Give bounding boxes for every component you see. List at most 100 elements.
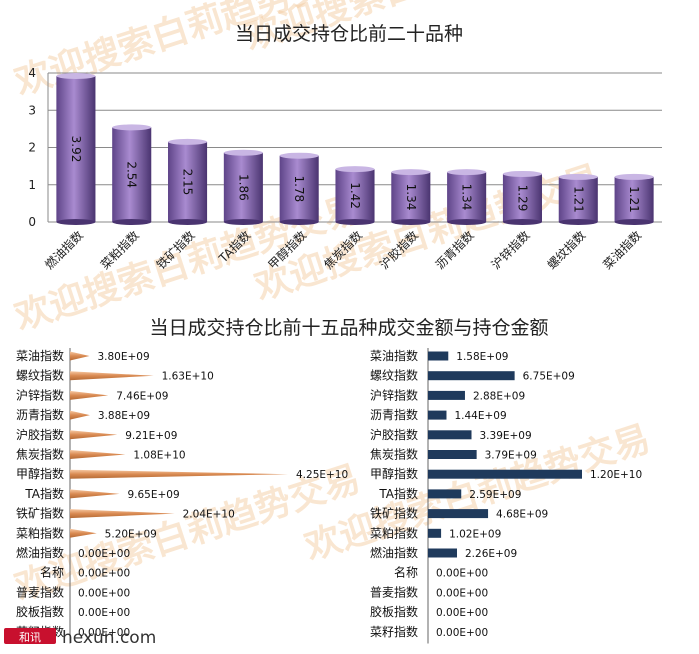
category-label: 燃油指数	[370, 545, 418, 560]
bar-base	[168, 219, 208, 225]
bar-value-label: 7.46E+09	[116, 390, 168, 402]
category-label: 铁矿指数	[16, 506, 64, 521]
bar	[428, 410, 447, 420]
x-tick-label: 菜油指数	[600, 228, 645, 273]
hexun-logo: 和讯 hexun.com	[4, 628, 156, 648]
bar-value-label: 2.04E+10	[183, 509, 235, 521]
bar	[70, 489, 120, 499]
bar	[70, 390, 109, 400]
bar-value-label: 4.68E+09	[496, 509, 548, 521]
category-label: 沪胶指数	[370, 427, 418, 442]
bar-value-label: 0.00E+00	[436, 627, 488, 639]
bar	[447, 172, 487, 222]
bar-cap	[447, 169, 487, 176]
bar	[614, 176, 654, 222]
bar-value-label: 9.21E+09	[125, 430, 177, 442]
bar	[391, 172, 431, 222]
bar-value-label: 0.00E+00	[436, 587, 488, 599]
category-label: 胶板指数	[370, 604, 418, 619]
category-label: 燃油指数	[16, 545, 64, 560]
bar-base	[112, 219, 152, 225]
bar-cap	[391, 169, 431, 176]
x-tick-label: 燃油指数	[41, 228, 86, 273]
category-label: 沥青指数	[16, 407, 64, 422]
bar-cap	[168, 138, 208, 145]
category-label: 沪锌指数	[16, 387, 64, 402]
bar-value-label: 1.29	[515, 185, 529, 212]
bar-value-label: 1.21	[627, 186, 641, 213]
bar-base	[614, 219, 654, 225]
bar	[428, 528, 442, 538]
category-label: 胶板指数	[16, 604, 64, 619]
bar-value-label: 2.26E+09	[465, 548, 517, 560]
category-label: 螺纹指数	[16, 368, 64, 383]
bar-cap	[614, 173, 654, 180]
watermark-layer: 欢迎搜索白莉趋势交易欢迎搜索白莉趋势交易欢迎搜索白莉趋势交易欢迎搜索白莉趋势交易…	[9, 0, 655, 609]
category-label: 菜粕指数	[370, 525, 418, 540]
bar	[70, 351, 90, 361]
category-label: 铁矿指数	[370, 506, 418, 521]
bar-value-label: 2.54	[125, 161, 139, 188]
bar-value-label: 3.92	[69, 136, 83, 163]
bar-value-label: 1.63E+10	[162, 371, 214, 383]
bar-base	[447, 219, 487, 225]
bar	[70, 430, 118, 440]
bar-value-label: 1.34	[460, 184, 474, 211]
category-label: 焦炭指数	[16, 447, 64, 462]
bar-value-label: 2.15	[181, 169, 195, 196]
bar	[502, 173, 542, 222]
bar-value-label: 0.00E+00	[78, 607, 130, 619]
y-tick-label: 2	[28, 141, 36, 155]
bar-cap	[223, 149, 263, 156]
bar-value-label: 1.20E+10	[590, 469, 642, 481]
bar-value-label: 1.21	[571, 186, 585, 213]
top-chart-title: 当日成交持仓比前二十品种	[235, 23, 463, 45]
category-label: 甲醇指数	[16, 466, 64, 481]
bar-cap	[335, 166, 375, 173]
category-label: 沪胶指数	[16, 427, 64, 442]
bar	[70, 371, 154, 381]
bar-value-label: 2.88E+09	[473, 390, 525, 402]
bar	[70, 469, 288, 479]
bar	[70, 410, 90, 420]
category-label: 名称	[394, 565, 418, 580]
bar-value-label: 1.86	[236, 174, 250, 201]
logo-badge	[4, 628, 56, 644]
bar	[279, 155, 319, 222]
bar	[70, 450, 126, 459]
bar-value-label: 1.34	[404, 184, 418, 211]
y-tick-label: 4	[28, 66, 36, 80]
bar-value-label: 2.59E+09	[469, 489, 521, 501]
bar-base	[223, 219, 263, 225]
category-label: TA指数	[378, 486, 418, 501]
bar	[223, 152, 263, 222]
bar-base	[502, 219, 542, 225]
bar	[168, 141, 208, 222]
bar-base	[56, 219, 96, 225]
bar-value-label: 3.88E+09	[98, 410, 150, 422]
bar	[428, 509, 489, 519]
category-label: 沥青指数	[370, 407, 418, 422]
x-tick-label: 沪锌指数	[488, 228, 533, 273]
bar-base	[391, 219, 431, 225]
bar	[428, 450, 477, 459]
category-label: 普麦指数	[16, 584, 64, 599]
bar-value-label: 1.78	[292, 175, 306, 202]
bar	[428, 469, 582, 479]
bar-value-label: 0.00E+00	[78, 548, 130, 560]
bar	[428, 371, 515, 381]
bar	[428, 351, 449, 361]
bar-value-label: 0.00E+00	[78, 587, 130, 599]
bar-base	[558, 219, 598, 225]
bar-base	[279, 219, 319, 225]
bar-value-label: 0.00E+00	[436, 607, 488, 619]
bar-value-label: 3.39E+09	[480, 430, 532, 442]
bar-value-label: 0.00E+00	[78, 568, 130, 580]
category-label: 菜粕指数	[16, 525, 64, 540]
y-tick-label: 0	[28, 215, 36, 229]
bar	[428, 430, 472, 440]
x-tick-label: 螺纹指数	[544, 228, 589, 273]
bar-value-label: 1.02E+09	[449, 528, 501, 540]
bar-value-label: 0.00E+00	[436, 568, 488, 580]
